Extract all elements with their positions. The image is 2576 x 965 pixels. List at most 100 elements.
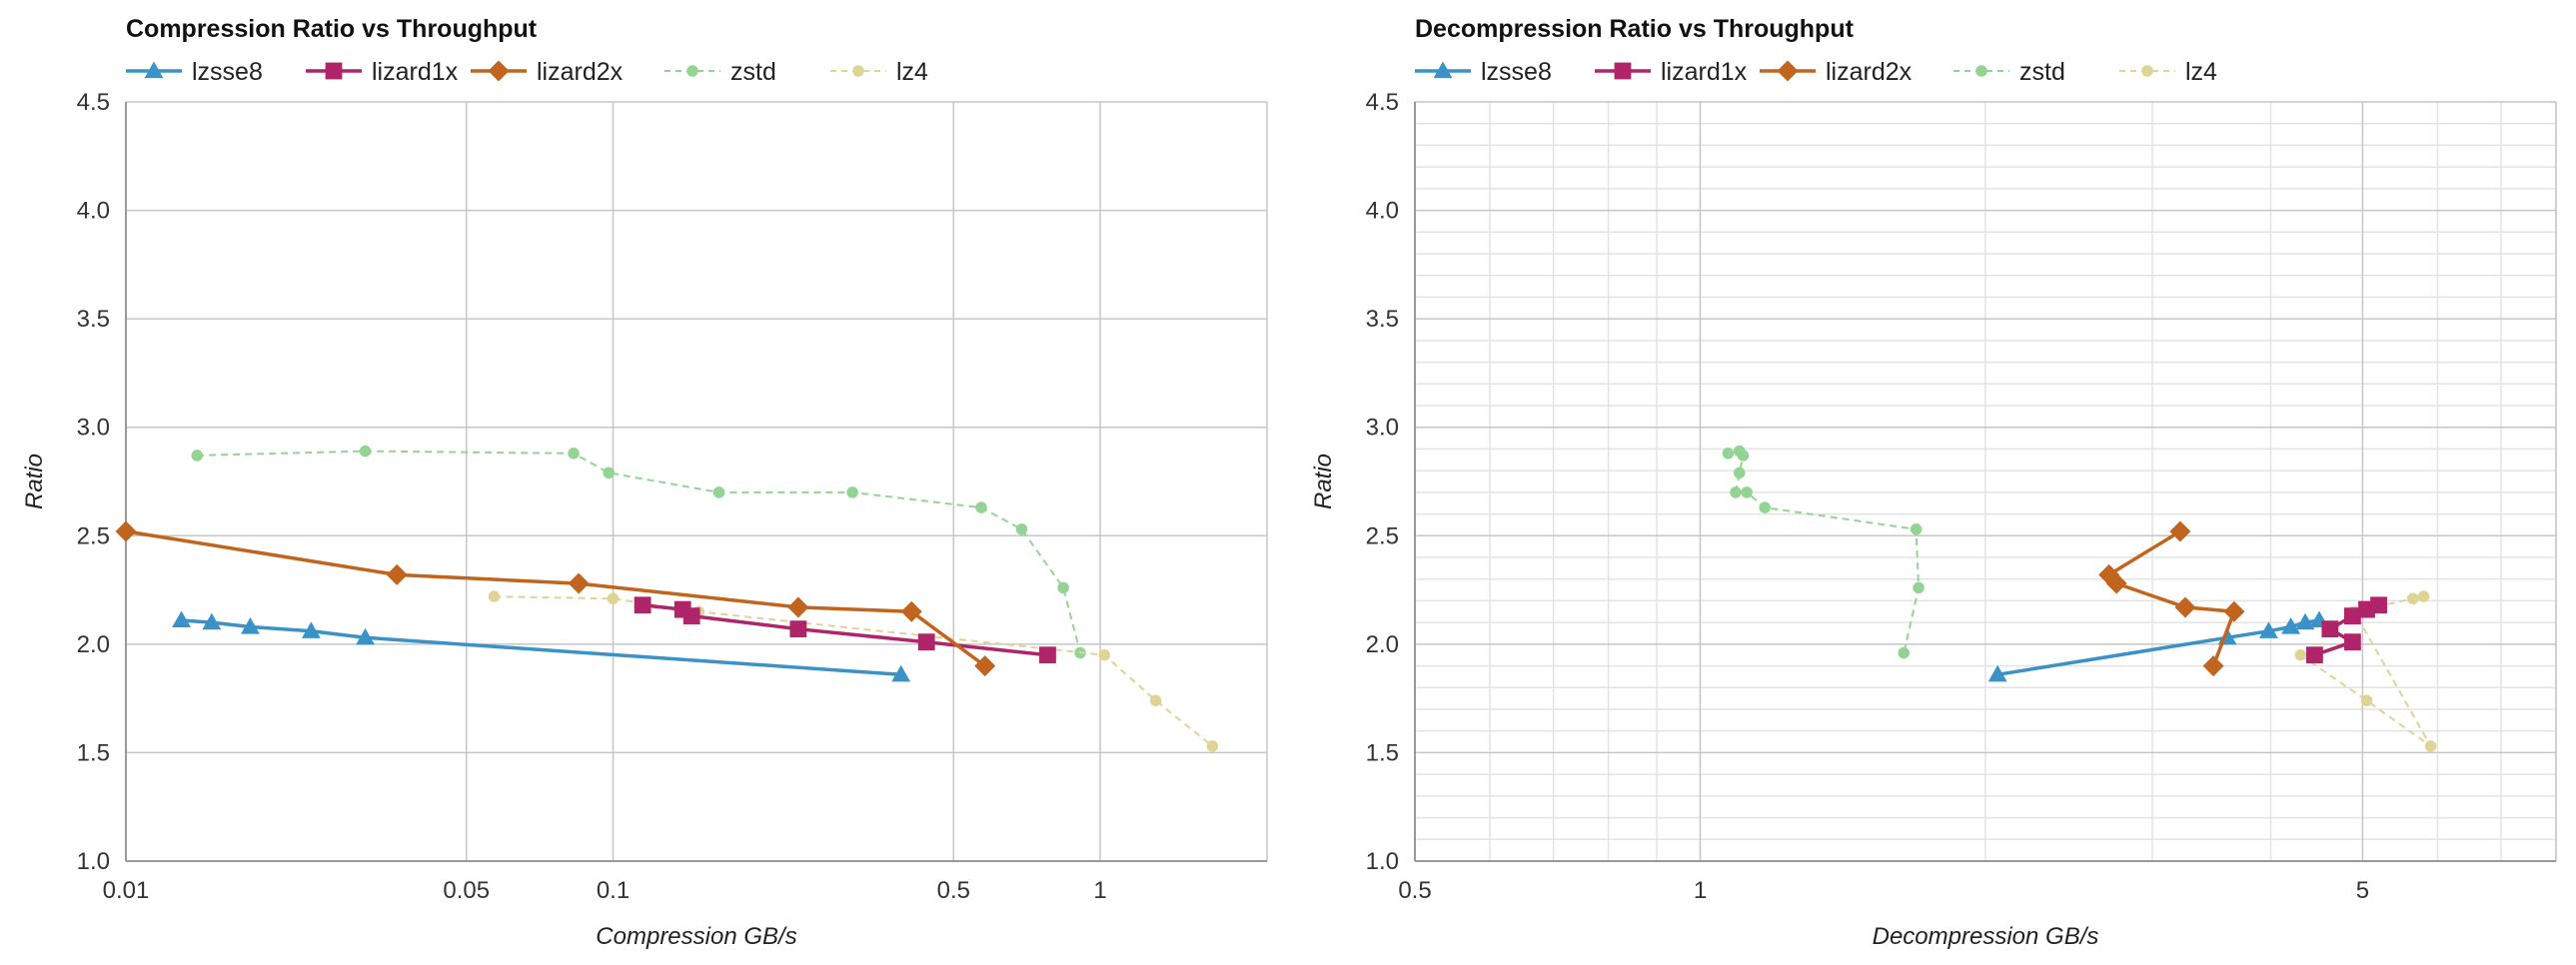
zstd-point bbox=[975, 501, 987, 513]
lizard2x-point bbox=[974, 655, 996, 677]
lizard2x-point bbox=[2223, 600, 2245, 622]
lizard1x-point bbox=[634, 596, 651, 614]
lzsse8-legend-label: lzsse8 bbox=[1481, 58, 1552, 86]
y-tick-label: 4.0 bbox=[77, 198, 110, 225]
x-tick-label: 1 bbox=[1694, 877, 1707, 904]
zstd-line bbox=[197, 450, 1082, 653]
zstd-point bbox=[1015, 522, 1028, 535]
lzsse8-point bbox=[2281, 617, 2301, 634]
x-tick-label: 5 bbox=[2356, 877, 2369, 904]
lzsse8-legend-label: lzsse8 bbox=[192, 58, 263, 86]
lizard1x-legend-marker bbox=[1614, 62, 1632, 80]
zstd-point bbox=[1913, 581, 1925, 594]
zstd-legend-label: zstd bbox=[2019, 58, 2065, 86]
lizard1x-legend-marker bbox=[325, 62, 343, 80]
lz4-point bbox=[1098, 648, 1111, 661]
legend-item-zstd: zstd bbox=[664, 58, 776, 86]
y-tick-label: 1.5 bbox=[77, 739, 110, 766]
zstd-point bbox=[1741, 486, 1753, 498]
lizard1x-point bbox=[2370, 596, 2387, 614]
zstd-point bbox=[1730, 486, 1742, 498]
lz4-point bbox=[2294, 648, 2307, 661]
legend-item-lizard1x: lizard1x bbox=[1595, 58, 1748, 86]
series-zstd bbox=[1722, 445, 1925, 659]
lz4-legend-label: lz4 bbox=[2185, 58, 2217, 86]
lizard2x-point bbox=[2202, 655, 2224, 677]
y-tick-label: 2.5 bbox=[1366, 522, 1399, 549]
lz4-point bbox=[2360, 694, 2373, 707]
zstd-point bbox=[1910, 522, 1923, 535]
lizard2x-legend-marker bbox=[488, 60, 510, 82]
y-tick-label: 2.5 bbox=[77, 522, 110, 549]
lzsse8-point bbox=[891, 664, 911, 682]
y-axis-label: Ratio bbox=[1310, 454, 1337, 509]
lizard2x-line bbox=[2106, 529, 2236, 667]
lizard2x-point bbox=[386, 563, 408, 585]
zstd-point bbox=[1733, 467, 1746, 480]
lizard2x-legend-label: lizard2x bbox=[1826, 58, 1913, 86]
grid bbox=[1415, 101, 2557, 862]
y-tick-label: 3.5 bbox=[77, 306, 110, 333]
zstd-legend-marker bbox=[686, 65, 698, 77]
y-tick-label: 2.0 bbox=[77, 631, 110, 658]
zstd-legend-marker bbox=[1975, 65, 1987, 77]
legend: lzsse8 lizard1x lizard2x zstd lz4 bbox=[1415, 58, 2217, 86]
legend: lzsse8 lizard1x lizard2x zstd lz4 bbox=[126, 58, 928, 86]
zstd-point bbox=[846, 486, 858, 498]
series-lizard2x bbox=[2098, 520, 2245, 677]
x-tick-label: 1 bbox=[1093, 877, 1106, 904]
lzsse8-point bbox=[1987, 664, 2007, 682]
lzsse8-point bbox=[241, 617, 260, 634]
y-tick-label: 4.0 bbox=[1366, 198, 1399, 225]
compression-chart: Compression Ratio vs Throughput 1.0 1.5 2.… bbox=[21, 15, 1268, 950]
lz4-point bbox=[607, 592, 620, 605]
lizard1x-legend-label: lizard1x bbox=[372, 58, 459, 86]
lizard1x-point bbox=[2344, 633, 2361, 651]
zstd-point bbox=[359, 445, 372, 458]
x-tick-label: 0.05 bbox=[443, 877, 490, 904]
lzsse8-point bbox=[2258, 621, 2278, 638]
lz4-legend-marker bbox=[2141, 65, 2153, 77]
y-tick-label: 1.0 bbox=[1366, 848, 1399, 875]
lizard1x-point bbox=[1039, 646, 1056, 664]
legend-item-lizard2x: lizard2x bbox=[471, 58, 624, 86]
lizard2x-point bbox=[900, 600, 922, 622]
zstd-point bbox=[568, 447, 580, 460]
zstd-point bbox=[1722, 447, 1735, 460]
lizard2x-point bbox=[2105, 572, 2127, 594]
legend-item-lz4: lz4 bbox=[2119, 58, 2217, 86]
x-axis-label: Decompression GB/s bbox=[1873, 923, 2099, 950]
lizard2x-legend-label: lizard2x bbox=[537, 58, 624, 86]
y-tick-label: 1.5 bbox=[1366, 739, 1399, 766]
series-lizard1x bbox=[634, 596, 1056, 664]
lizard2x-point bbox=[115, 520, 137, 542]
x-tick-label: 0.1 bbox=[597, 877, 630, 904]
y-tick-label: 1.0 bbox=[77, 848, 110, 875]
lizard1x-point bbox=[2344, 607, 2361, 625]
series-lzsse8 bbox=[1987, 610, 2329, 682]
zstd-point bbox=[1898, 646, 1911, 659]
zstd-point bbox=[712, 486, 725, 498]
lizard2x-point bbox=[2169, 520, 2191, 542]
zstd-point bbox=[1737, 450, 1750, 462]
lzsse8-point bbox=[301, 621, 321, 638]
lz4-point bbox=[1149, 694, 1162, 707]
x-axis-label: Compression GB/s bbox=[596, 923, 796, 950]
x-tick-label: 0.01 bbox=[103, 877, 150, 904]
y-tick-label: 4.5 bbox=[1366, 89, 1399, 116]
lizard2x-legend-marker bbox=[1777, 60, 1799, 82]
decompression-chart: Decompression Ratio vs Throughput 1.0 1.5… bbox=[1310, 15, 2557, 950]
legend-item-lizard2x: lizard2x bbox=[1760, 58, 1913, 86]
lizard2x-point bbox=[568, 572, 590, 594]
lizard2x-line bbox=[125, 529, 986, 668]
y-tick-label: 2.0 bbox=[1366, 631, 1399, 658]
lizard1x-point bbox=[789, 620, 807, 638]
zstd-point bbox=[1759, 501, 1771, 513]
lizard1x-point bbox=[917, 633, 935, 651]
series-zstd bbox=[191, 445, 1086, 659]
lizard1x-point bbox=[682, 607, 700, 625]
lzsse8-point bbox=[172, 610, 192, 628]
y-tick-label: 4.5 bbox=[77, 89, 110, 116]
legend-item-lzsse8: lzsse8 bbox=[126, 58, 263, 86]
